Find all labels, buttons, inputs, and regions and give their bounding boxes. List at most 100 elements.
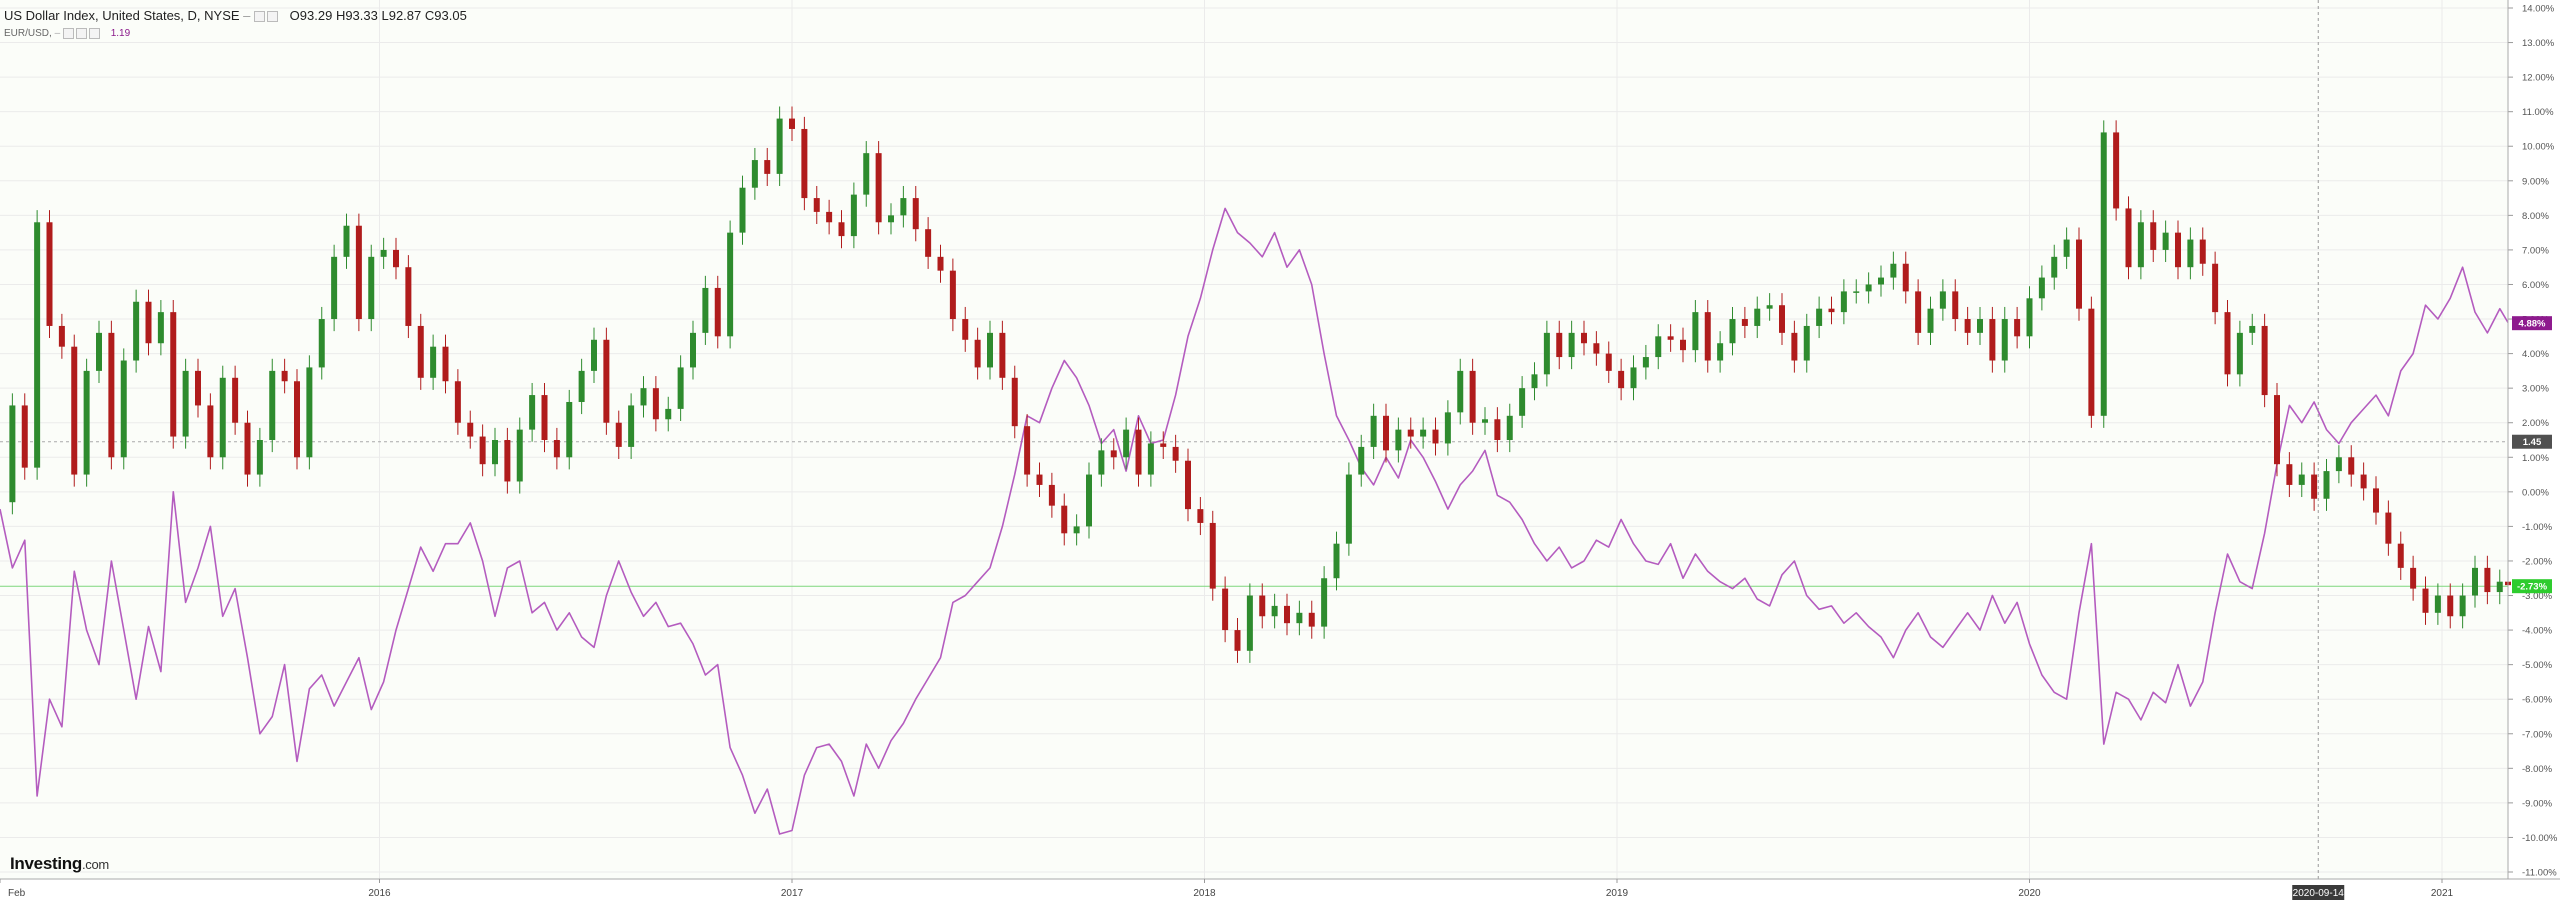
compare-legend[interactable]: EUR/USD, – 1.19	[4, 28, 130, 39]
candle-body	[1234, 630, 1241, 651]
candle-body	[1469, 370, 1476, 423]
candle-body	[393, 249, 399, 268]
candle-body	[244, 422, 251, 475]
candle-body	[232, 377, 239, 423]
compare-settings-icon[interactable]	[62, 28, 74, 39]
candle-body	[2311, 474, 2318, 499]
y-tick-label: -2.00%	[2522, 556, 2553, 567]
candle-body	[1766, 305, 1773, 309]
candle-body	[677, 367, 684, 409]
candle-body	[912, 198, 919, 230]
candle-body	[2162, 232, 2169, 250]
candle-body	[2397, 543, 2404, 568]
candle-body	[1284, 605, 1290, 624]
candle-body	[1531, 374, 1538, 389]
candle-body	[2212, 263, 2219, 313]
candle-body	[1828, 308, 1835, 313]
level-badge-label: 1.45	[2523, 437, 2542, 448]
x-tick-label: 2016	[368, 888, 391, 899]
candle-body	[2088, 308, 2095, 416]
y-tick-label: 12.00%	[2522, 73, 2555, 84]
candle-body	[1754, 308, 1761, 326]
candle-body	[1605, 353, 1612, 371]
hide-icon[interactable]	[267, 11, 279, 23]
candle-body	[566, 401, 573, 458]
main-symbol-title[interactable]: US Dollar Index, United States, D, NYSE	[4, 8, 240, 23]
candle-body	[751, 160, 758, 188]
candle-body	[925, 229, 932, 257]
candle-body	[850, 194, 857, 237]
candle-body	[1655, 336, 1662, 358]
candle-body	[417, 325, 424, 378]
candle-body	[1358, 446, 1365, 475]
candle-body	[34, 222, 41, 468]
y-tick-label: 0.00%	[2522, 487, 2549, 498]
candle-body	[133, 301, 140, 361]
candle-body	[1902, 263, 1909, 292]
candle-body	[1779, 305, 1785, 333]
candle-body	[1407, 429, 1414, 437]
candle-body	[801, 128, 808, 199]
candle-body	[1110, 450, 1117, 458]
candle-body	[269, 370, 276, 440]
candle-body	[1048, 484, 1055, 506]
candle-body	[21, 405, 28, 468]
low-value: L92.87	[381, 8, 422, 23]
compare-close-icon[interactable]	[88, 28, 100, 39]
candle-body	[714, 287, 721, 337]
candle-body	[442, 346, 449, 382]
candle-body	[182, 370, 189, 437]
candle-body	[281, 370, 288, 382]
candle-body	[541, 395, 548, 440]
candle-body	[2014, 319, 2021, 337]
candle-body	[529, 395, 536, 430]
y-tick-label: 10.00%	[2522, 142, 2555, 153]
candle-body	[1927, 308, 1934, 333]
candle-body	[2026, 298, 2033, 337]
candle-body	[2199, 239, 2206, 264]
candle-body	[1593, 343, 1600, 354]
level-badge-bg	[2512, 434, 2552, 449]
candle-body	[504, 440, 511, 482]
candle-body	[1135, 429, 1142, 475]
y-tick-label: -7.00%	[2522, 729, 2553, 740]
candle-body	[2422, 588, 2429, 613]
candle-body	[1246, 595, 1253, 651]
compare-hide-icon[interactable]	[75, 28, 87, 39]
candle-body	[603, 339, 610, 423]
candle-body	[2038, 277, 2045, 299]
candle-body	[1333, 543, 1340, 579]
candle-body	[2224, 312, 2231, 375]
dxy-last-badge-bg	[2512, 579, 2552, 594]
candle-body	[1581, 332, 1587, 344]
candle-body	[826, 211, 833, 223]
candle-body	[1915, 291, 1922, 333]
compare-value: 1.19	[110, 28, 131, 40]
candle-body	[2496, 581, 2503, 593]
candle-body	[2459, 595, 2466, 617]
candle-body	[1853, 291, 1860, 293]
main-legend[interactable]: US Dollar Index, United States, D, NYSE …	[4, 8, 467, 23]
settings-icon[interactable]	[254, 11, 266, 23]
candle-body	[1321, 578, 1328, 627]
candle-body	[1197, 509, 1204, 523]
candle-body	[1840, 291, 1847, 313]
candle-body	[1556, 332, 1563, 358]
compare-symbol-title[interactable]: EUR/USD,	[4, 28, 52, 40]
y-axis[interactable]: 14.00% 13.00% 12.00% 11.00% 10.00% 9.00% 8.00%…	[2507, 0, 2558, 879]
x-axis[interactable]: Feb 2016 2017 2018 2019 2020 2021	[0, 878, 2560, 899]
candle-body	[1444, 412, 1451, 444]
candle-body	[380, 249, 387, 257]
candle-body	[96, 332, 102, 371]
y-tick-label: -6.00%	[2522, 695, 2553, 706]
dxy-last-badge-label: -2.73%	[2517, 582, 2548, 593]
x-tick-label: 2017	[781, 888, 804, 899]
candle-body	[58, 325, 65, 347]
candle-body	[1494, 419, 1501, 440]
y-tick-label: -10.00%	[2522, 833, 2558, 844]
candle-body	[875, 153, 882, 223]
candle-body	[2410, 567, 2417, 589]
x-tick-label: Feb	[8, 888, 26, 899]
candle-body	[71, 346, 78, 475]
